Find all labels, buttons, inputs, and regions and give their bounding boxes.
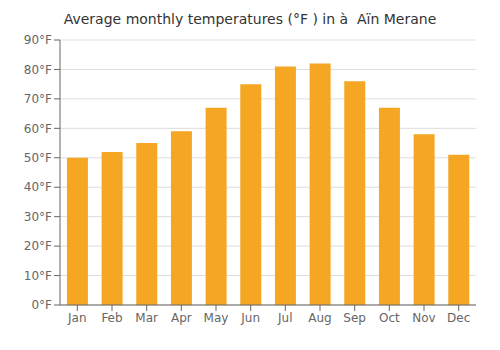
svg-text:70°F: 70°F [24, 92, 52, 106]
svg-text:60°F: 60°F [24, 122, 52, 136]
svg-text:80°F: 80°F [24, 63, 52, 77]
svg-text:Feb: Feb [101, 311, 122, 325]
svg-text:Sep: Sep [343, 311, 366, 325]
html-text:Average monthly temperatures (: Average monthly temperatures (°F ) in à … [63, 11, 437, 27]
svg-text:Apr: Apr [171, 311, 192, 325]
svg-text:Jan: Jan [67, 311, 87, 325]
svg-text:Nov: Nov [412, 311, 435, 325]
svg-text:50°F: 50°F [24, 151, 52, 165]
svg-text:Jun: Jun [240, 311, 260, 325]
svg-text:Aug: Aug [308, 311, 331, 325]
svg-text:0°F: 0°F [31, 298, 52, 312]
svg-text:10°F: 10°F [24, 269, 52, 283]
svg-text:90°F: 90°F [24, 33, 52, 47]
svg-text:Dec: Dec [447, 311, 470, 325]
svg-text:Oct: Oct [379, 311, 400, 325]
svg-text:Mar: Mar [135, 311, 158, 325]
svg-text:30°F: 30°F [24, 210, 52, 224]
svg-text:20°F: 20°F [24, 239, 52, 253]
svg-text:40°F: 40°F [24, 180, 52, 194]
svg-text:May: May [204, 311, 229, 325]
svg-text:Jul: Jul [277, 311, 292, 325]
